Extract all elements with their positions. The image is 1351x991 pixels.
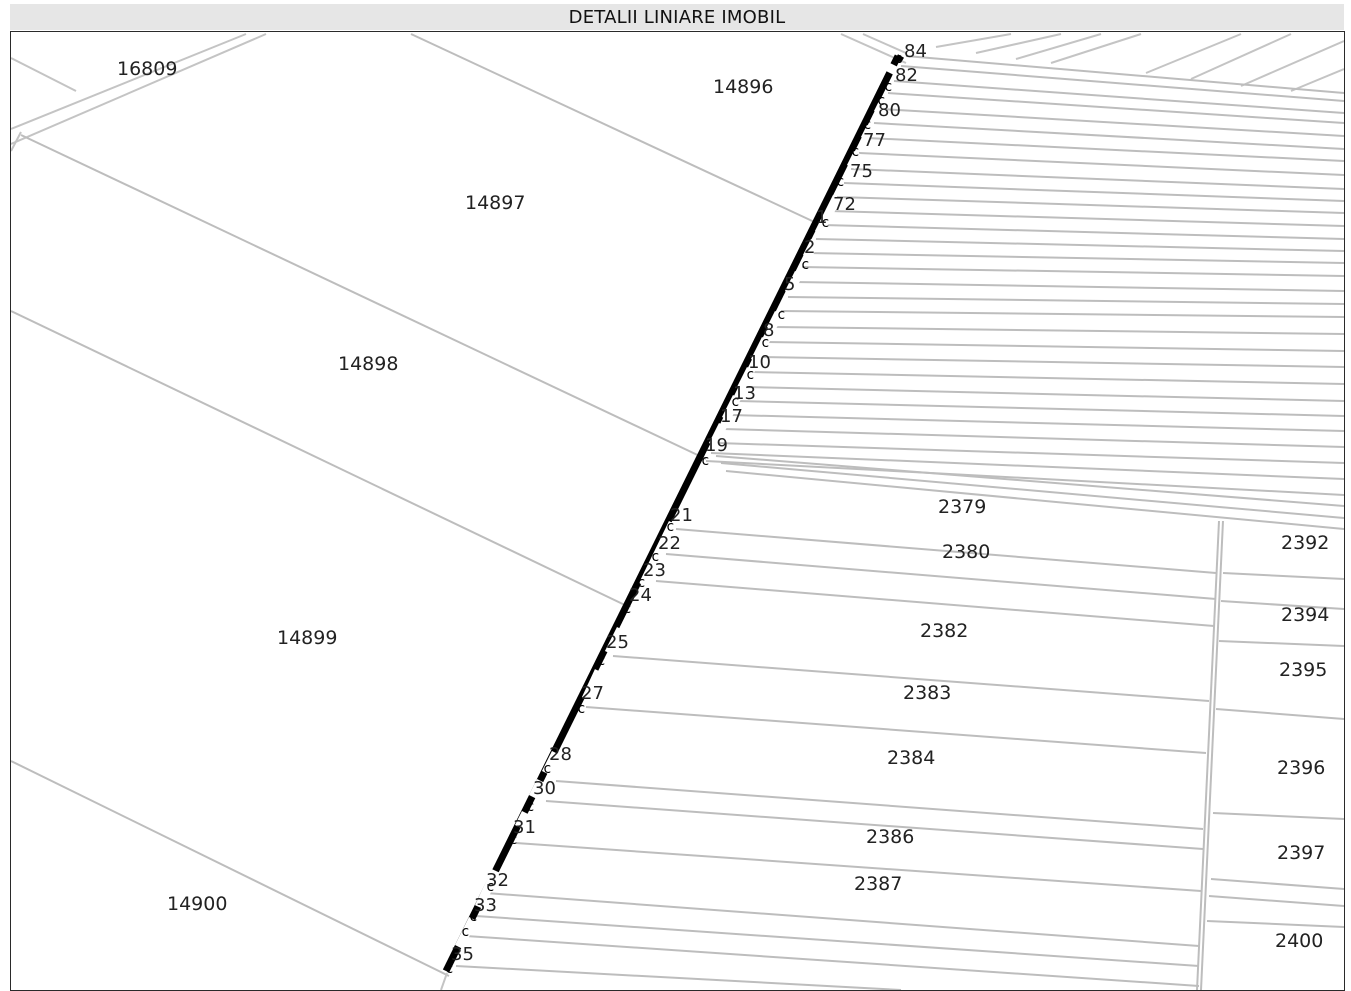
parcel-label: 2380 bbox=[942, 541, 990, 563]
map-canvas[interactable]: c c c c c c c c c c c c c c c c c c c c … bbox=[11, 32, 1344, 990]
parcel-label: 2387 bbox=[854, 873, 902, 895]
point-label: 1 bbox=[816, 207, 827, 228]
boundary-line[interactable] bbox=[442, 54, 905, 973]
point-label: 84 bbox=[904, 41, 927, 62]
point-labels: 84 82 80 77 75 72 1 2 5 8 10 13 17 19 21… bbox=[451, 41, 927, 965]
parcel-label: 2395 bbox=[1279, 659, 1327, 681]
vertex-marker: c bbox=[761, 335, 769, 351]
point-label: 25 bbox=[606, 632, 629, 653]
parcel-labels: 16809 14896 14897 14898 14899 14900 2379… bbox=[117, 58, 1329, 952]
vertex-marker: c bbox=[469, 909, 477, 925]
vertex-marker: c bbox=[877, 93, 885, 109]
vertex-marker: c bbox=[597, 653, 605, 669]
parcel-label: 14899 bbox=[277, 627, 337, 649]
point-label: 72 bbox=[833, 194, 856, 215]
point-label: 10 bbox=[748, 352, 771, 373]
vertex-marker: c bbox=[666, 519, 674, 535]
point-label: 28 bbox=[549, 744, 572, 765]
vertex-marker: c bbox=[543, 761, 551, 777]
parcel-label: 2396 bbox=[1277, 757, 1325, 779]
point-label: 13 bbox=[733, 383, 756, 404]
vertex-marker: c bbox=[651, 549, 659, 565]
point-label: 80 bbox=[878, 100, 901, 121]
parcel-label: 2397 bbox=[1277, 842, 1325, 864]
parcel-label: 2400 bbox=[1275, 930, 1323, 952]
point-label: 22 bbox=[658, 533, 681, 554]
point-label: 17 bbox=[720, 406, 743, 427]
point-label: 5 bbox=[784, 274, 795, 295]
west-parcel-lines bbox=[11, 33, 824, 990]
vertex-marker: c bbox=[445, 961, 453, 977]
parcel-label: 2394 bbox=[1281, 604, 1329, 626]
parcel-label: 2386 bbox=[866, 826, 914, 848]
parcel-label: 2384 bbox=[887, 747, 935, 769]
page-title: DETALII LINIARE IMOBIL bbox=[10, 4, 1344, 30]
vertex-marker: c bbox=[526, 799, 534, 815]
vertex-marker: c bbox=[509, 832, 517, 848]
point-label: 19 bbox=[705, 435, 728, 456]
vertex-marker: c bbox=[851, 144, 859, 160]
vertex-marker: c bbox=[836, 174, 844, 190]
southeast-parcel-lines bbox=[455, 520, 1344, 990]
vertex-marker: c bbox=[746, 367, 754, 383]
point-label: 2 bbox=[804, 237, 815, 258]
point-label: 31 bbox=[513, 817, 536, 838]
vertex-marker: c bbox=[884, 79, 892, 95]
parcel-label: 2392 bbox=[1281, 532, 1329, 554]
northeast-road-lines bbox=[840, 33, 1344, 92]
parcel-label: 16809 bbox=[117, 58, 177, 80]
vertex-marker: c bbox=[701, 453, 709, 469]
vertex-markers: c c c c c c c c c c c c c c c c c c c c … bbox=[445, 51, 902, 977]
vertex-marker: c bbox=[821, 215, 829, 231]
east-strip-lines bbox=[705, 55, 1344, 530]
vertex-marker: c bbox=[637, 575, 645, 591]
vertex-marker: c bbox=[577, 701, 585, 717]
parcel-label: 14898 bbox=[338, 353, 398, 375]
point-label: 77 bbox=[863, 130, 886, 151]
vertex-marker: c bbox=[731, 394, 739, 410]
vertex-marker: c bbox=[863, 117, 871, 133]
point-label: 32 bbox=[486, 870, 509, 891]
point-label: 23 bbox=[643, 560, 666, 581]
vertex-marker: c bbox=[777, 307, 785, 323]
point-label: 33 bbox=[474, 895, 497, 916]
parcel-label: 14896 bbox=[713, 76, 773, 98]
point-label: 27 bbox=[581, 683, 604, 704]
parcel-label: 2379 bbox=[938, 496, 986, 518]
point-label: 30 bbox=[533, 778, 556, 799]
point-label: 75 bbox=[850, 161, 873, 182]
vertex-marker: c bbox=[801, 257, 809, 273]
parcel-label: 2382 bbox=[920, 620, 968, 642]
point-label: 21 bbox=[670, 505, 693, 526]
parcel-label: 14900 bbox=[167, 893, 227, 915]
point-label: 82 bbox=[895, 65, 918, 86]
cadastral-map[interactable]: c c c c c c c c c c c c c c c c c c c c … bbox=[10, 31, 1345, 991]
point-label: 35 bbox=[451, 944, 474, 965]
point-label: 8 bbox=[763, 320, 774, 341]
point-label: 24 bbox=[629, 585, 652, 606]
vertex-marker: c bbox=[461, 924, 469, 940]
vertex-marker: c bbox=[623, 601, 631, 617]
vertex-marker: c bbox=[486, 879, 494, 895]
vertex-marker: c bbox=[894, 51, 902, 67]
parcel-label: 2383 bbox=[903, 682, 951, 704]
parcel-label: 14897 bbox=[465, 192, 525, 214]
